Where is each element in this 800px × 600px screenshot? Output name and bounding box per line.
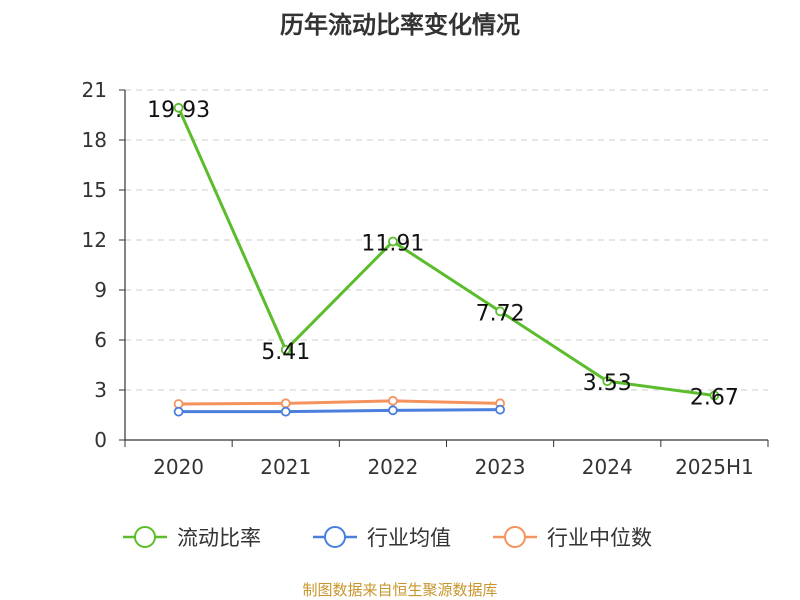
legend-marker <box>324 526 346 548</box>
data-point <box>280 344 291 355</box>
data-point <box>280 406 291 417</box>
data-label: 7.72 <box>476 301 525 326</box>
data-point <box>280 398 291 409</box>
chart-title: 历年流动比率变化情况 <box>280 11 520 39</box>
data-point <box>495 404 505 415</box>
data-label: 5.41 <box>261 340 310 365</box>
x-tick-label: 2020 <box>153 455 204 479</box>
data-point <box>388 405 398 416</box>
series-流动比率 <box>173 102 720 401</box>
legend-marker <box>504 526 526 548</box>
data-point <box>388 236 398 247</box>
data-point <box>709 390 720 401</box>
series-line <box>178 408 501 414</box>
legend-item: 行业中位数 <box>493 526 652 550</box>
y-tick-label: 15 <box>82 178 107 202</box>
plot-area <box>173 102 720 417</box>
y-tick-label: 9 <box>94 278 107 302</box>
data-label: 11.91 <box>361 232 424 257</box>
axes: 0 3 6 9 12 15 18 21 2020 2021 2022 2023 2024 2025H1 <box>82 78 769 479</box>
data-point <box>602 376 613 387</box>
grid <box>125 89 768 391</box>
x-tick-label: 2025H1 <box>675 455 754 479</box>
series-行业均值 <box>173 404 505 417</box>
data-point <box>388 395 398 406</box>
x-tick-label: 2021 <box>260 455 311 479</box>
data-point <box>495 306 505 317</box>
data-labels: 19.93 5.41 11.91 7.72 3.53 2.67 <box>147 98 739 411</box>
data-point <box>173 406 184 417</box>
series-line <box>178 399 501 406</box>
y-tick-label: 0 <box>94 428 107 452</box>
legend-label: 流动比率 <box>177 526 261 550</box>
y-tick-label: 18 <box>82 128 107 152</box>
y-tick-label: 6 <box>94 328 107 352</box>
data-label: 2.67 <box>690 386 739 411</box>
data-label: 3.53 <box>583 371 632 396</box>
data-label: 19.93 <box>147 98 210 123</box>
x-tick-label: 2023 <box>475 455 526 479</box>
y-tick-label: 21 <box>82 78 107 102</box>
legend-marker <box>134 526 156 548</box>
y-tick-label: 3 <box>94 378 107 402</box>
legend-label: 行业中位数 <box>547 526 652 550</box>
series-行业中位数 <box>173 395 505 409</box>
x-tick-label: 2022 <box>367 455 418 479</box>
legend: 流动比率 行业均值 行业中位数 <box>123 526 652 550</box>
source-note: 制图数据来自恒生聚源数据库 <box>302 581 497 599</box>
series-line <box>177 107 715 397</box>
legend-item: 行业均值 <box>313 526 451 550</box>
legend-item: 流动比率 <box>123 526 261 550</box>
legend-label: 行业均值 <box>367 526 451 550</box>
y-tick-label: 12 <box>82 228 107 252</box>
x-tick-label: 2024 <box>582 455 633 479</box>
data-point <box>173 102 184 113</box>
